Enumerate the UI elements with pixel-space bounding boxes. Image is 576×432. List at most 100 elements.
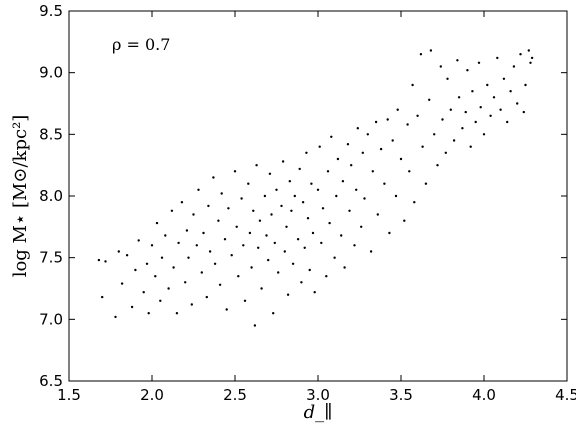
y-tick-label: 7.0 bbox=[39, 310, 63, 328]
data-point bbox=[429, 49, 433, 52]
data-point bbox=[212, 176, 215, 179]
correlation-annotation: ρ = 0.7 bbox=[112, 35, 170, 54]
data-point bbox=[313, 291, 316, 294]
data-point bbox=[355, 188, 358, 191]
data-point bbox=[396, 108, 399, 111]
data-point bbox=[321, 207, 325, 210]
data-point bbox=[104, 260, 107, 263]
data-point bbox=[522, 110, 525, 114]
data-point bbox=[353, 244, 356, 247]
data-point bbox=[489, 114, 492, 118]
data-point bbox=[293, 194, 296, 198]
data-point bbox=[333, 256, 336, 259]
data-point bbox=[340, 234, 343, 237]
data-point bbox=[258, 219, 262, 222]
data-point bbox=[366, 133, 369, 136]
y-tick-label: 9.0 bbox=[39, 64, 63, 82]
data-point bbox=[290, 209, 293, 212]
data-point bbox=[413, 201, 416, 204]
data-point bbox=[187, 256, 190, 259]
data-point bbox=[394, 194, 398, 198]
data-point bbox=[388, 231, 391, 235]
data-point bbox=[469, 145, 472, 148]
data-point bbox=[421, 145, 424, 148]
data-point bbox=[356, 127, 359, 130]
data-point bbox=[326, 170, 330, 173]
data-point bbox=[134, 268, 137, 272]
data-point bbox=[471, 90, 474, 93]
axis-ticks: 1.5 2.0 2.5 3.0 3.5 4.0 4.5 6.5 7.0 7.5 8.0 8.5 9.0 9… bbox=[39, 2, 576, 404]
data-point bbox=[235, 225, 238, 228]
data-point bbox=[330, 135, 333, 138]
data-point bbox=[361, 151, 364, 154]
scatter-points bbox=[97, 49, 534, 327]
data-point bbox=[237, 275, 240, 278]
data-point bbox=[263, 194, 267, 198]
x-tick-label: 4.0 bbox=[472, 386, 496, 404]
data-point bbox=[223, 238, 227, 241]
data-point bbox=[444, 151, 447, 154]
data-point bbox=[360, 225, 363, 228]
x-tick-label: 4.5 bbox=[555, 386, 576, 404]
data-point bbox=[452, 139, 456, 142]
data-point bbox=[461, 127, 464, 130]
data-point bbox=[286, 293, 290, 296]
data-point bbox=[482, 133, 486, 136]
data-point bbox=[416, 114, 419, 118]
data-point bbox=[464, 110, 467, 114]
x-tick-label: 1.5 bbox=[57, 386, 81, 404]
data-point bbox=[369, 250, 373, 253]
data-point bbox=[496, 56, 499, 60]
data-point bbox=[433, 133, 436, 136]
data-point bbox=[403, 219, 406, 222]
data-point bbox=[101, 295, 104, 299]
x-tick-label: 3.0 bbox=[306, 386, 330, 404]
data-point bbox=[218, 283, 222, 286]
data-point bbox=[391, 139, 394, 142]
data-point bbox=[175, 312, 179, 315]
data-point bbox=[195, 244, 198, 247]
data-point bbox=[363, 197, 366, 200]
data-point bbox=[154, 275, 157, 278]
data-point bbox=[343, 266, 346, 269]
data-point bbox=[114, 315, 117, 319]
x-tick-label: 2.0 bbox=[140, 386, 164, 404]
data-point bbox=[272, 312, 275, 315]
data-point bbox=[170, 209, 174, 212]
data-point bbox=[449, 108, 452, 111]
data-point bbox=[325, 275, 328, 278]
plot-frame bbox=[68, 10, 568, 382]
data-point bbox=[185, 229, 189, 232]
data-point bbox=[502, 77, 506, 81]
data-point bbox=[277, 271, 280, 274]
data-point bbox=[205, 295, 208, 299]
data-point bbox=[125, 254, 129, 257]
data-point bbox=[130, 305, 134, 309]
data-point bbox=[117, 250, 121, 253]
data-point bbox=[285, 225, 288, 228]
data-point bbox=[240, 197, 243, 200]
data-point bbox=[250, 266, 253, 269]
data-point bbox=[383, 182, 386, 185]
data-point bbox=[308, 268, 311, 272]
data-point bbox=[164, 234, 167, 237]
data-point bbox=[298, 167, 301, 171]
data-point bbox=[486, 83, 489, 87]
data-point bbox=[142, 291, 145, 294]
data-point bbox=[374, 120, 378, 124]
data-point bbox=[167, 287, 170, 290]
data-point bbox=[220, 192, 223, 195]
data-point bbox=[281, 160, 285, 163]
data-point bbox=[477, 61, 481, 64]
data-point bbox=[320, 241, 323, 245]
data-point bbox=[424, 182, 428, 185]
data-point bbox=[273, 241, 276, 245]
data-point bbox=[506, 120, 509, 124]
x-axis-label: d_∥ bbox=[304, 402, 333, 423]
data-point bbox=[466, 69, 469, 72]
data-point bbox=[529, 61, 532, 64]
data-point bbox=[255, 164, 258, 167]
data-point bbox=[192, 213, 195, 216]
data-point bbox=[213, 262, 217, 265]
